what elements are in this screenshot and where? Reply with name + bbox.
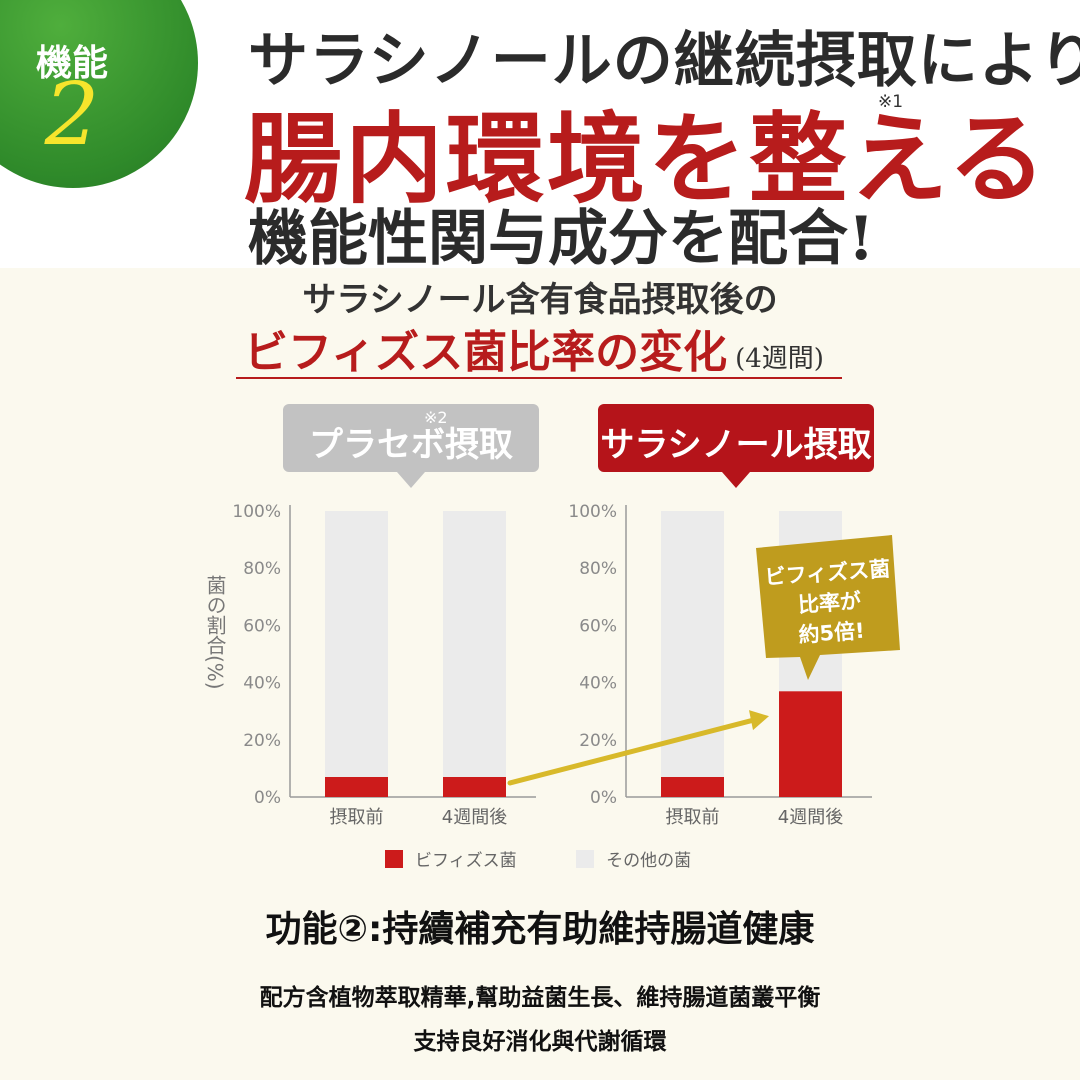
legend-swatch-other (576, 849, 595, 868)
y-tick-label: 60% (579, 616, 617, 636)
x-tick-label: 4週間後 (778, 807, 843, 828)
placebo-callout-tail (397, 472, 425, 488)
y-tick-label: 20% (579, 731, 617, 751)
salacinol-callout-label: サラシノール摂取 (600, 425, 872, 465)
bar-other (443, 511, 506, 777)
chart-header-line1: サラシノール含有食品摂取後の (302, 280, 778, 320)
trend-arrow-head (749, 710, 769, 731)
chart-header-line2: ビフィズス菌比率の変化 (4週間) (244, 316, 824, 380)
badge-number: 2 (44, 65, 100, 165)
placebo-callout-label: プラセボ摂取 (309, 425, 513, 465)
chart-period: (4週間) (735, 344, 824, 374)
footer-line-1: 配方含植物萃取精華,幫助益菌生長、維持腸道菌叢平衡 (259, 985, 821, 1011)
legend-item-bifido: ビフィズス菌 (385, 846, 517, 871)
salacinol-callout-tail (722, 472, 750, 488)
legend-swatch-bifido (385, 849, 403, 868)
y-tick-label: 80% (579, 559, 617, 579)
y-tick-label: 60% (243, 616, 281, 636)
y-tick-label: 100% (232, 502, 281, 522)
highlight-bubble-text: 約5倍! (798, 619, 866, 648)
legend-item-other: その他の菌 (576, 846, 691, 871)
y-tick-label: 20% (243, 731, 281, 751)
headline-line3: 機能性関与成分を配合! (248, 204, 875, 274)
x-tick-label: 4週間後 (442, 807, 507, 828)
x-tick-label: 摂取前 (330, 807, 384, 828)
legend-label-bifido: ビフィズス菌 (415, 851, 517, 871)
bar-other (325, 511, 388, 777)
y-axis-label: 菌の割合(%) (203, 575, 227, 690)
legend: ビフィズス菌 その他の菌 (385, 846, 745, 873)
chart-title: ビフィズス菌比率の変化 (244, 327, 728, 378)
highlight-bubble-text: 比率が (797, 589, 862, 617)
footer-title: 功能②:持續補充有助維持腸道健康 (265, 909, 815, 950)
bar-bifido (325, 776, 388, 797)
y-tick-label: 0% (590, 788, 617, 808)
headline-line2: 腸内環境を整える (244, 102, 1050, 217)
y-tick-label: 40% (243, 674, 281, 694)
highlight-bubble (756, 535, 900, 680)
y-tick-label: 80% (243, 559, 281, 579)
placebo-callout: プラセボ摂取 (283, 404, 539, 488)
header-divider (236, 377, 842, 379)
salacinol-callout: サラシノール摂取 (598, 404, 874, 488)
headline-note: ※1 (878, 92, 904, 112)
y-tick-label: 0% (254, 788, 281, 808)
headline-line1: サラシノールの継続摂取により (248, 26, 1080, 96)
badge-label: 機能 (35, 43, 108, 84)
bar-bifido (779, 691, 842, 797)
y-tick-label: 100% (568, 502, 617, 522)
placebo-note: ※2 (424, 408, 448, 427)
footer-line-2: 支持良好消化與代謝循環 (413, 1029, 667, 1055)
bar-bifido (661, 776, 724, 797)
trend-arrow-line (507, 716, 760, 786)
legend-label-other: その他の菌 (606, 851, 692, 871)
bar-bifido (443, 776, 506, 797)
x-tick-label: 摂取前 (666, 807, 720, 828)
y-tick-label: 40% (579, 674, 617, 694)
